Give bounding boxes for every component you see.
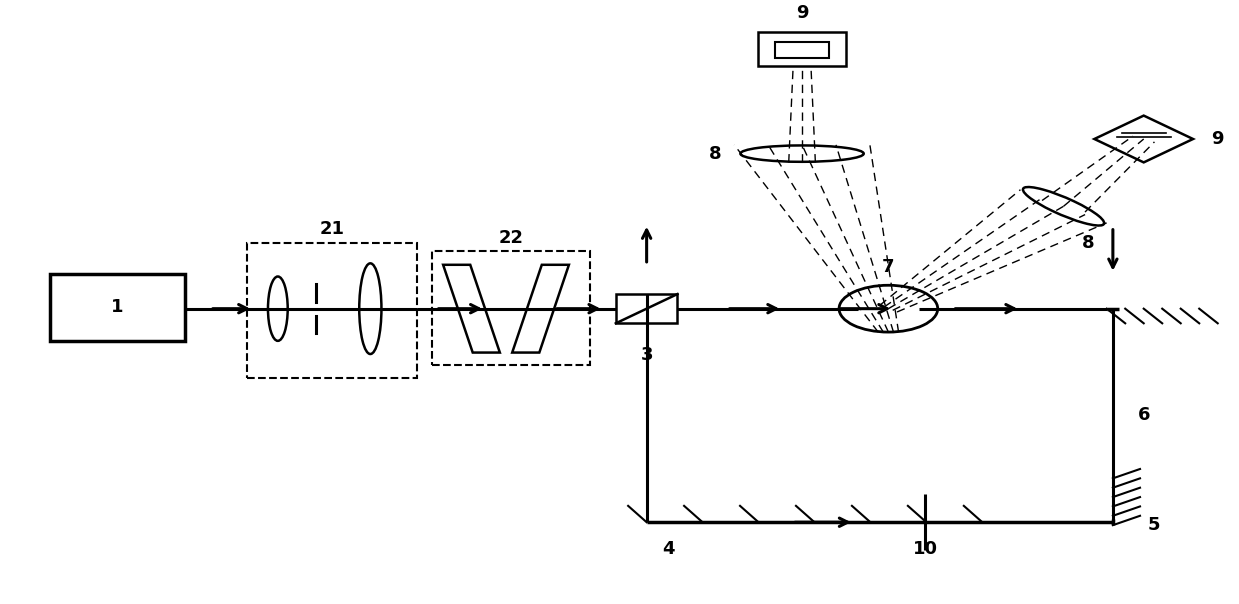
FancyBboxPatch shape bbox=[616, 294, 678, 323]
FancyBboxPatch shape bbox=[50, 274, 186, 341]
Text: 8: 8 bbox=[1082, 234, 1094, 252]
Text: 22: 22 bbox=[498, 229, 523, 246]
Text: 9: 9 bbox=[795, 4, 808, 22]
Text: 7: 7 bbox=[882, 259, 895, 277]
FancyBboxPatch shape bbox=[757, 32, 846, 66]
Text: 4: 4 bbox=[663, 540, 675, 557]
Text: 8: 8 bbox=[709, 144, 722, 162]
Text: 9: 9 bbox=[1212, 130, 1224, 148]
Text: 21: 21 bbox=[320, 220, 344, 239]
Text: 3: 3 bbox=[641, 345, 653, 364]
Text: 6: 6 bbox=[1137, 406, 1150, 425]
Text: 1: 1 bbox=[112, 298, 124, 316]
FancyBboxPatch shape bbox=[774, 42, 829, 58]
Text: 5: 5 bbox=[1147, 516, 1160, 534]
Text: 10: 10 bbox=[913, 540, 938, 557]
